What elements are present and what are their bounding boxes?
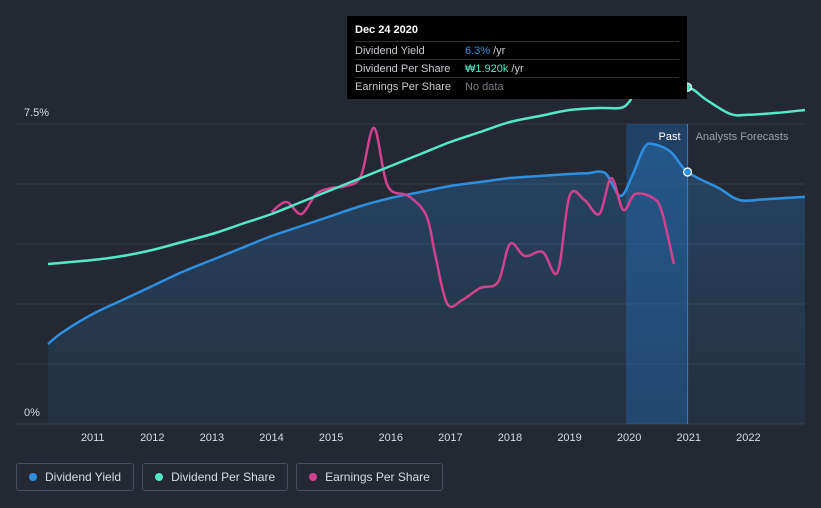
y-axis-top-label: 7.5% <box>24 107 49 119</box>
x-tick-label: 2015 <box>319 432 343 444</box>
tooltip-value: 6.3% <box>465 44 491 57</box>
legend-item-earnings-per-share[interactable]: Earnings Per Share <box>296 463 443 491</box>
tooltip-label: Dividend Per Share <box>355 62 451 75</box>
x-tick-label: 2011 <box>81 432 105 444</box>
tooltip-unit: /yr <box>511 62 524 75</box>
x-tick-label: 2018 <box>498 432 522 444</box>
legend-item-dividend-per-share[interactable]: Dividend Per Share <box>142 463 289 491</box>
legend-label: Dividend Per Share <box>171 470 276 484</box>
tooltip-row-dividend-yield: Dividend Yield 6.3% /yr <box>355 41 679 59</box>
dividend-per-share-line <box>47 84 806 266</box>
axis-labels: 7.5% 0% 2011 2012 2013 2014 2015 2016 2017 2018 20… <box>24 107 789 444</box>
legend: Dividend Yield Dividend Per Share Earnin… <box>16 463 443 491</box>
x-tick-label: 2019 <box>557 432 581 444</box>
tooltip-label: Earnings Per Share <box>355 80 451 93</box>
series-layer <box>47 82 806 425</box>
dividend-yield-marker <box>682 167 693 177</box>
x-tick-label: 2020 <box>617 432 641 444</box>
tooltip-row-earnings-per-share: Earnings Per Share No data <box>355 77 679 95</box>
tooltip-label: Dividend Yield <box>355 44 425 57</box>
x-tick-label: 2014 <box>259 432 283 444</box>
tooltip-date: Dec 24 2020 <box>355 24 418 36</box>
dividend-yield-line <box>47 142 806 345</box>
tooltip: Dec 24 2020 Dividend Yield 6.3% /yr Divi… <box>347 16 687 99</box>
dividend-yield-area <box>48 143 805 425</box>
x-tick-label: 2021 <box>677 432 701 444</box>
x-tick-label: 2017 <box>438 432 462 444</box>
legend-item-dividend-yield[interactable]: Dividend Yield <box>16 463 135 491</box>
legend-dot-icon <box>29 473 37 481</box>
legend-label: Dividend Yield <box>45 470 122 484</box>
past-label: Past <box>659 131 681 143</box>
tooltip-value: ₩1.920k <box>465 62 509 75</box>
tooltip-unit: /yr <box>493 44 506 57</box>
legend-dot-icon <box>155 473 164 481</box>
forecast-label: Analysts Forecasts <box>696 131 789 143</box>
tooltip-row-dividend-per-share: Dividend Per Share ₩1.920k /yr <box>355 59 679 77</box>
x-tick-label: 2012 <box>140 432 164 444</box>
legend-dot-icon <box>309 473 318 481</box>
x-tick-label: 2013 <box>200 432 224 444</box>
tooltip-value: No data <box>465 80 504 93</box>
legend-label: Earnings Per Share <box>325 470 430 484</box>
y-axis-bottom-label: 0% <box>24 407 40 419</box>
earnings-per-share-line <box>270 126 676 309</box>
x-tick-label: 2022 <box>736 432 760 444</box>
x-tick-label: 2016 <box>378 432 402 444</box>
